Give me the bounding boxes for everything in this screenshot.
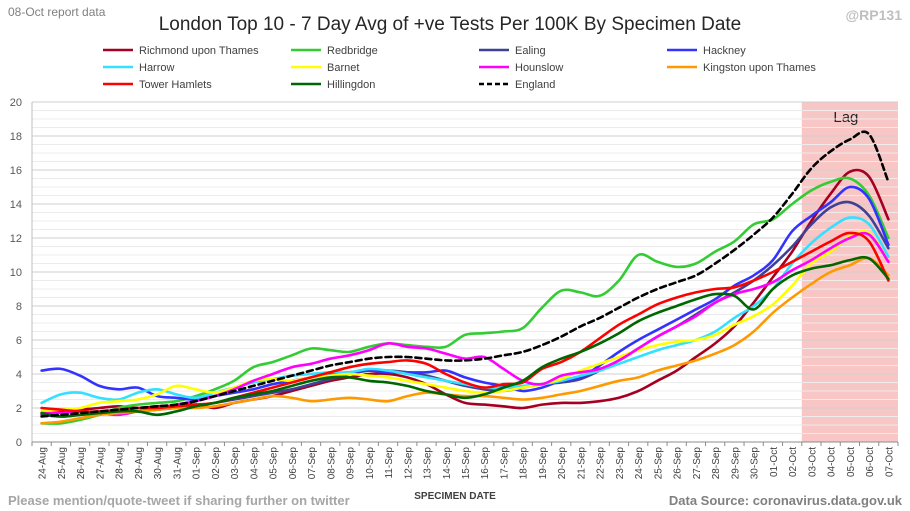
x-tick-label: 05-Sep <box>269 447 280 480</box>
legend-label-kingston-upon-thames: Kingston upon Thames <box>703 62 816 74</box>
handle: @RP131 <box>846 7 903 23</box>
x-tick-label: 21-Sep <box>576 447 587 480</box>
y-tick-label: 12 <box>10 233 22 245</box>
x-tick-label: 01-Oct <box>769 447 780 477</box>
x-tick-label: 29-Sep <box>730 447 741 480</box>
x-tick-label: 02-Oct <box>788 447 799 477</box>
x-tick-label: 11-Sep <box>384 447 395 479</box>
x-tick-label: 19-Sep <box>538 447 549 480</box>
series-line-kingston-upon-thames <box>40 256 890 425</box>
y-tick-label: 20 <box>10 97 22 109</box>
x-tick-label: 18-Sep <box>519 447 530 480</box>
x-tick-label: 16-Sep <box>480 447 491 480</box>
series-line-redbridge <box>40 176 890 425</box>
lag-label: Lag <box>833 109 858 126</box>
x-tick-label: 08-Sep <box>326 447 337 480</box>
legend-label-england: England <box>515 79 555 91</box>
x-tick-label: 28-Sep <box>711 447 722 480</box>
legend-label-harrow: Harrow <box>139 62 175 74</box>
y-tick-label: 14 <box>10 199 22 211</box>
x-tick-label: 26-Aug <box>76 447 87 479</box>
x-axis: 24-Aug 25-Aug 26-Aug 27-Aug 28-Aug 29-Aug 30-A… <box>31 441 899 480</box>
x-tick-label: 27-Aug <box>95 447 106 479</box>
y-tick-label: 6 <box>16 335 22 347</box>
series-lines <box>40 130 890 425</box>
x-tick-label: 24-Aug <box>38 447 49 479</box>
x-tick-label: 12-Sep <box>403 447 414 480</box>
series-line-hackney <box>40 185 890 401</box>
y-tick-label: 4 <box>16 369 22 381</box>
x-tick-label: 01-Sep <box>192 447 203 480</box>
legend-label-ealing: Ealing <box>515 45 546 57</box>
x-tick-label: 07-Oct <box>884 447 895 477</box>
series-line-hillingdon <box>40 255 890 418</box>
legend-label-hillingdon: Hillingdon <box>327 79 375 91</box>
series-line-england <box>40 130 890 418</box>
legend-label-richmond-upon-thames: Richmond upon Thames <box>139 45 259 57</box>
x-tick-label: 15-Sep <box>461 447 472 480</box>
chart-title: London Top 10 - 7 Day Avg of +ve Tests P… <box>159 14 742 35</box>
x-tick-label: 25-Aug <box>57 447 68 479</box>
legend-label-barnet: Barnet <box>327 62 359 74</box>
x-tick-label: 04-Oct <box>827 447 838 477</box>
x-tick-label: 13-Sep <box>423 447 434 480</box>
legend-label-tower-hamlets: Tower Hamlets <box>139 79 212 91</box>
x-axis-title: SPECIMEN DATE <box>414 491 496 502</box>
x-tick-label: 28-Aug <box>115 447 126 479</box>
x-tick-label: 27-Sep <box>692 447 703 480</box>
x-tick-label: 03-Sep <box>230 447 241 480</box>
y-tick-label: 10 <box>10 267 22 279</box>
x-tick-label: 07-Sep <box>307 447 318 480</box>
x-tick-label: 02-Sep <box>211 447 222 480</box>
y-axis: 0 2 4 6 8 10 12 14 16 18 20 <box>10 97 33 449</box>
x-tick-label: 03-Oct <box>807 447 818 477</box>
x-tick-label: 06-Sep <box>288 447 299 480</box>
x-tick-label: 30-Aug <box>153 447 164 479</box>
report-note: 08-Oct report data <box>8 5 106 19</box>
series-line-barnet <box>40 229 890 413</box>
y-tick-label: 8 <box>16 301 22 313</box>
legend-label-redbridge: Redbridge <box>327 45 378 57</box>
y-tick-label: 18 <box>10 131 22 143</box>
x-tick-label: 20-Sep <box>557 447 568 480</box>
legend-label-hackney: Hackney <box>703 45 746 57</box>
series-line-harrow <box>40 216 890 405</box>
x-tick-label: 25-Sep <box>653 447 664 480</box>
legend: Richmond upon Thames Redbridge Ealing Hackn… <box>103 45 816 91</box>
x-tick-label: 14-Sep <box>442 447 453 480</box>
x-tick-label: 23-Sep <box>615 447 626 480</box>
x-tick-label: 10-Sep <box>365 447 376 480</box>
y-tick-label: 16 <box>10 165 22 177</box>
data-source: Data Source: coronavirus.data.gov.uk <box>669 493 903 508</box>
x-tick-label: 22-Sep <box>596 447 607 480</box>
x-tick-label: 31-Aug <box>172 447 183 479</box>
x-tick-label: 29-Aug <box>134 447 145 479</box>
x-tick-label: 30-Sep <box>750 447 761 480</box>
x-tick-label: 04-Sep <box>249 447 260 480</box>
y-tick-label: 2 <box>16 403 22 415</box>
x-tick-label: 17-Sep <box>499 447 510 480</box>
series-line-tower-hamlets <box>40 231 890 413</box>
x-tick-label: 05-Oct <box>846 447 857 477</box>
y-tick-label: 0 <box>16 437 22 449</box>
legend-label-hounslow: Hounslow <box>515 62 563 74</box>
x-tick-label: 24-Sep <box>634 447 645 480</box>
x-tick-label: 09-Sep <box>346 447 357 480</box>
x-tick-label: 26-Sep <box>673 447 684 480</box>
x-tick-label: 06-Oct <box>865 447 876 477</box>
share-note: Please mention/quote-tweet if sharing fu… <box>8 493 350 508</box>
